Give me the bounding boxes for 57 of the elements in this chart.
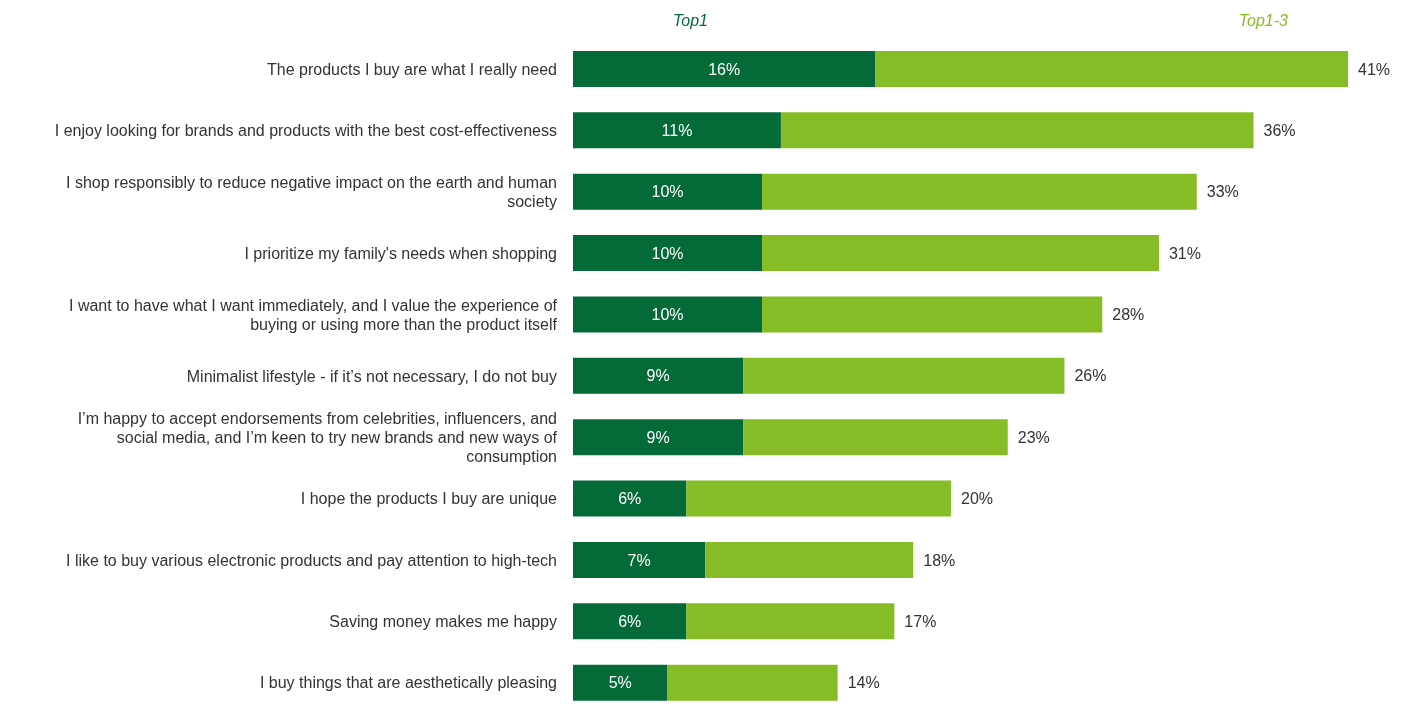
total-label: 17% — [904, 612, 937, 630]
bar — [573, 541, 706, 578]
bar — [780, 112, 1254, 149]
data-label: 11% — [661, 122, 693, 140]
y-tick-label: I shop responsibly to reduce negative impact on the earth and human society — [66, 173, 557, 210]
series-label: Top1-3 — [1238, 12, 1288, 30]
bar — [573, 480, 687, 517]
series-label: Top1 — [673, 12, 708, 30]
total-label: 18% — [923, 551, 956, 569]
total-label: 28% — [1112, 306, 1145, 324]
y-tick-label: The products I buy are what I really need — [267, 60, 557, 78]
bar — [686, 603, 895, 640]
bar — [573, 235, 763, 272]
y-tick-label: I buy things that are aesthetically pleasing — [259, 673, 557, 691]
data-label: 10% — [651, 183, 684, 201]
y-tick-label: I hope the products I buy are unique — [300, 489, 558, 507]
total-label: 26% — [1074, 367, 1107, 385]
bar — [743, 419, 1008, 456]
bar — [573, 173, 763, 210]
bar — [686, 480, 952, 517]
total-label: 41% — [1358, 60, 1391, 78]
data-label: 16% — [708, 60, 741, 78]
data-label: 6% — [618, 612, 642, 630]
total-label: 36% — [1263, 122, 1296, 140]
bar — [762, 235, 1159, 272]
bar — [573, 357, 744, 394]
bar — [573, 603, 687, 640]
bar — [705, 541, 914, 578]
total-label: 20% — [961, 490, 994, 508]
bar — [762, 296, 1103, 333]
bar — [762, 173, 1197, 210]
y-tick-label: Saving money makes me happy — [329, 612, 557, 630]
total-label: 31% — [1168, 244, 1202, 262]
total-label: 23% — [1017, 428, 1050, 446]
bar — [573, 296, 763, 333]
data-label: 7% — [627, 551, 651, 569]
total-label: 33% — [1206, 183, 1239, 201]
data-label: 10% — [651, 306, 684, 324]
data-label: 9% — [646, 428, 670, 446]
bar — [573, 112, 781, 149]
y-tick-label: I enjoy looking for brands and products with the best cost-effectiveness — [54, 121, 557, 139]
bar — [573, 419, 744, 456]
y-tick-label: I like to buy various electronic products and pay attention to high-tech — [66, 551, 557, 569]
data-label: 9% — [646, 367, 670, 385]
bar — [573, 664, 668, 701]
total-label: 14% — [847, 674, 880, 692]
bar — [743, 357, 1065, 394]
data-label: 10% — [651, 244, 684, 262]
bar — [573, 51, 876, 87]
bar — [875, 51, 1348, 87]
y-tick-label: I prioritize my family's needs when shopping — [244, 244, 557, 262]
y-tick-label: I want to have what I want immediately, and I value the experience of buying or using more than the product itself — [69, 296, 558, 333]
data-label: 6% — [618, 490, 642, 508]
bar — [667, 664, 838, 701]
data-label: 5% — [608, 674, 632, 692]
y-tick-label: Minimalist lifestyle - if it’s not necessary, I do not buy — [186, 367, 557, 384]
y-tick-label: I’m happy to accept endorsements from celebrities, influencers, and social media, and I’m keen to try new brands and new ways of consumption — [77, 409, 558, 465]
